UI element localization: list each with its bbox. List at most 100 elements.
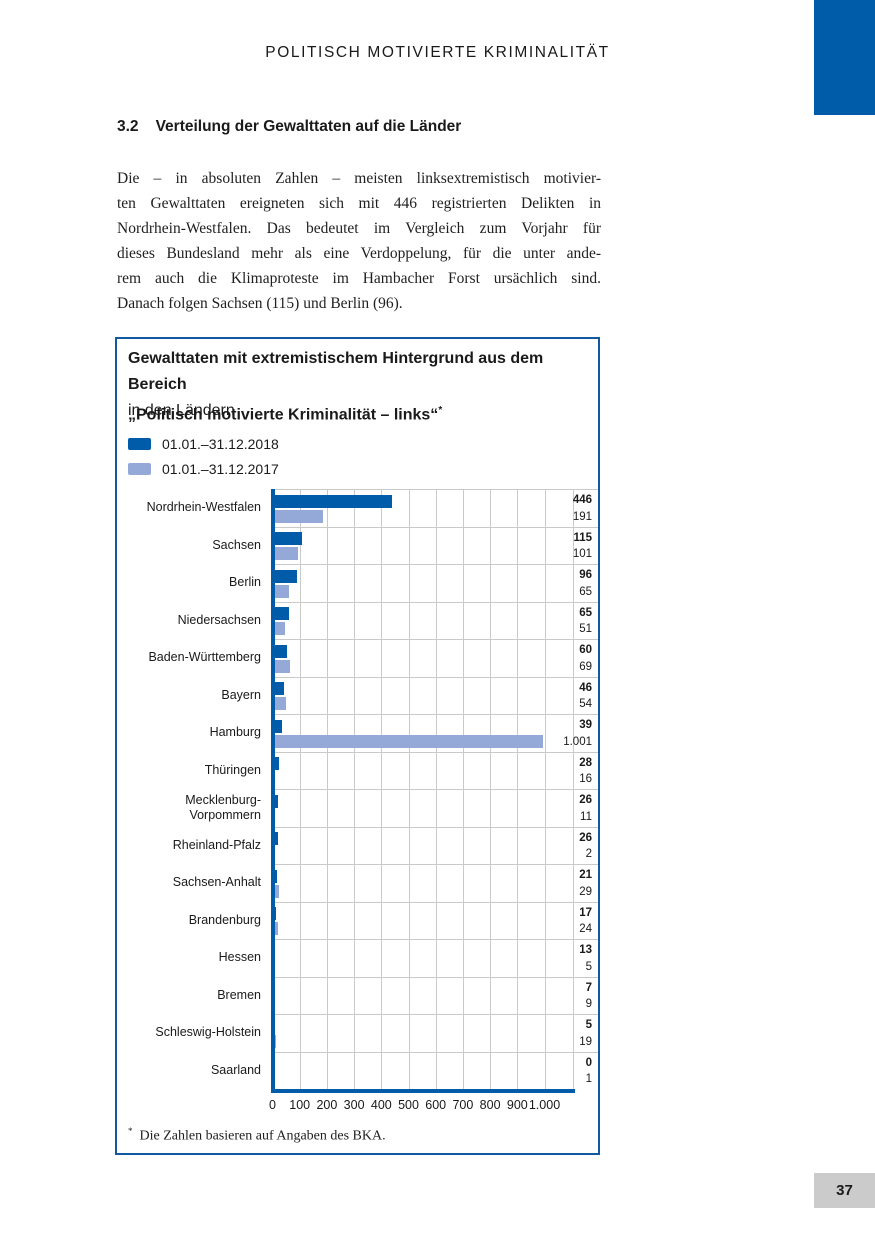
section-heading: 3.2 Verteilung der Gewalttaten auf die L… [117,118,461,136]
chart-figure-box: Gewalttaten mit extremistischem Hintergr… [115,337,600,1155]
chart-row: Hamburg 39 1.001 [117,714,598,752]
chart-band: 115 101 [271,526,598,565]
value-label-2017: 1.001 [563,735,592,748]
chart-row: Schleswig-Holstein 5 19 [117,1014,598,1052]
value-label-2017: 101 [572,548,592,560]
chart-band: 60 69 [271,639,598,677]
value-label-2018: 26 [579,831,592,844]
value-label-2017: 2 [585,848,592,860]
bar-2018 [271,494,393,508]
bar-2018 [271,719,282,733]
category-label: Saarland [210,1062,261,1077]
x-tick-label: 1.000 [528,1098,561,1112]
value-label-2017: 11 [580,810,592,823]
value-label-2017: 29 [579,885,592,898]
section-title: Verteilung der Gewalttaten auf die Lände… [155,118,462,135]
category-label: Hessen [218,950,261,965]
chart-title-line1: Gewalttaten mit extremistischem Hintergr… [128,350,544,393]
value-label-2018: 46 [579,681,592,694]
paragraph-line: rem auch die Klimaproteste im Hambacher … [117,270,601,287]
value-label-2018: 0 [585,1056,592,1069]
value-label-2017: 65 [579,585,592,598]
bar-2017 [271,884,279,898]
chart-row: Niedersachsen 65 51 [117,601,598,640]
legend-item-2018: 01.01.–31.12.2018 [128,431,279,456]
chart-band: 96 65 [271,564,598,602]
value-label-2018: 5 [585,1019,592,1031]
paragraph-line: ten Gewalttaten ereigneten sich mit 446 … [117,195,601,212]
chart-band: 28 16 [271,751,598,790]
chart-row: Hessen 13 5 [117,939,598,977]
bar-2018 [271,794,279,808]
bar-2017 [271,697,286,710]
value-label-2017: 1 [585,1073,592,1085]
category-label: Thüringen [204,762,261,777]
category-label: Sachsen-Anhalt [172,875,261,890]
chart-band: 39 1.001 [271,714,598,752]
category-label: Berlin [229,575,261,590]
value-label-2018: 446 [572,494,592,506]
category-label: Brandenburg [188,912,261,927]
chart-row: Sachsen-Anhalt 21 29 [117,864,598,902]
category-label: Hamburg [209,725,261,740]
chart-band: 17 24 [271,901,598,940]
page-number-badge: 37 [814,1173,875,1208]
chart-row: Mecklenburg- Vorpommern 26 11 [117,789,598,827]
body-paragraph: Die – in absoluten Zahlen – meisten link… [117,166,601,316]
category-label: Niedersachsen [177,612,261,627]
legend-label-2017: 01.01.–31.12.2017 [162,460,279,477]
x-axis-line [271,1089,575,1093]
legend-label-2018: 01.01.–31.12.2018 [162,435,279,452]
chart-title-footnote-marker: * [438,405,443,416]
chart-band: 65 51 [271,601,598,640]
chart-row: Bremen 7 9 [117,976,598,1015]
x-tick-label: 200 [316,1098,338,1112]
chart-title: Gewalttaten mit extremistischem Hintergr… [128,346,588,428]
chart-footnote: * Die Zahlen basieren auf Angaben des BKA… [128,1126,386,1145]
bar-2017 [271,509,323,523]
x-tick-label: 700 [452,1098,474,1112]
chart-band: 5 19 [271,1014,598,1052]
value-label-2017: 5 [585,960,592,973]
paragraph-line: Die – in absoluten Zahlen – meisten link… [117,170,601,187]
y-axis-line [271,489,275,1089]
bar-2017 [271,734,544,748]
category-label: Sachsen [212,537,261,552]
chart-row: Bayern 46 54 [117,676,598,715]
value-label-2018: 17 [579,906,592,919]
chart-band: 46 54 [271,676,598,715]
value-label-2018: 28 [579,756,592,769]
x-tick-label: 0 [269,1098,276,1112]
value-label-2018: 115 [573,531,592,544]
value-label-2018: 65 [579,606,592,619]
x-tick-label: 500 [398,1098,419,1112]
bar-2018 [271,832,279,845]
x-tick-label: 900 [506,1098,528,1112]
chart-rows: Nordrhein-Westfalen 446 191 Sachsen 115 101 Be… [117,489,598,1089]
chart-row: Brandenburg 17 24 [117,901,598,940]
value-label-2018: 39 [579,719,592,731]
footnote-text: Die Zahlen basieren auf Angaben des BKA. [139,1128,386,1144]
chart-band: 13 5 [271,939,598,977]
paragraph-line: dieses Bundesland mehr als eine Verdoppe… [117,245,601,262]
chart-legend: 01.01.–31.12.2018 01.01.–31.12.2017 [128,431,279,481]
chart-row: Berlin 96 65 [117,564,598,602]
value-label-2018: 96 [579,569,592,581]
page-number: 37 [836,1182,853,1199]
x-tick-label: 600 [425,1098,447,1112]
chart-band: 21 29 [271,864,598,902]
paragraph-line: Nordrhein-Westfalen. Das bedeutet im Ver… [117,220,601,237]
category-label: Schleswig-Holstein [155,1025,261,1040]
value-label-2018: 7 [585,981,592,994]
value-label-2017: 19 [579,1035,592,1048]
value-label-2017: 51 [579,623,592,635]
x-tick-label: 800 [479,1098,501,1112]
section-number: 3.2 [117,118,139,135]
chart-row: Thüringen 28 16 [117,751,598,790]
x-tick-label: 100 [289,1098,311,1112]
bar-2018 [271,757,279,770]
category-label: Bremen [217,987,261,1002]
value-label-2017: 54 [579,698,592,710]
